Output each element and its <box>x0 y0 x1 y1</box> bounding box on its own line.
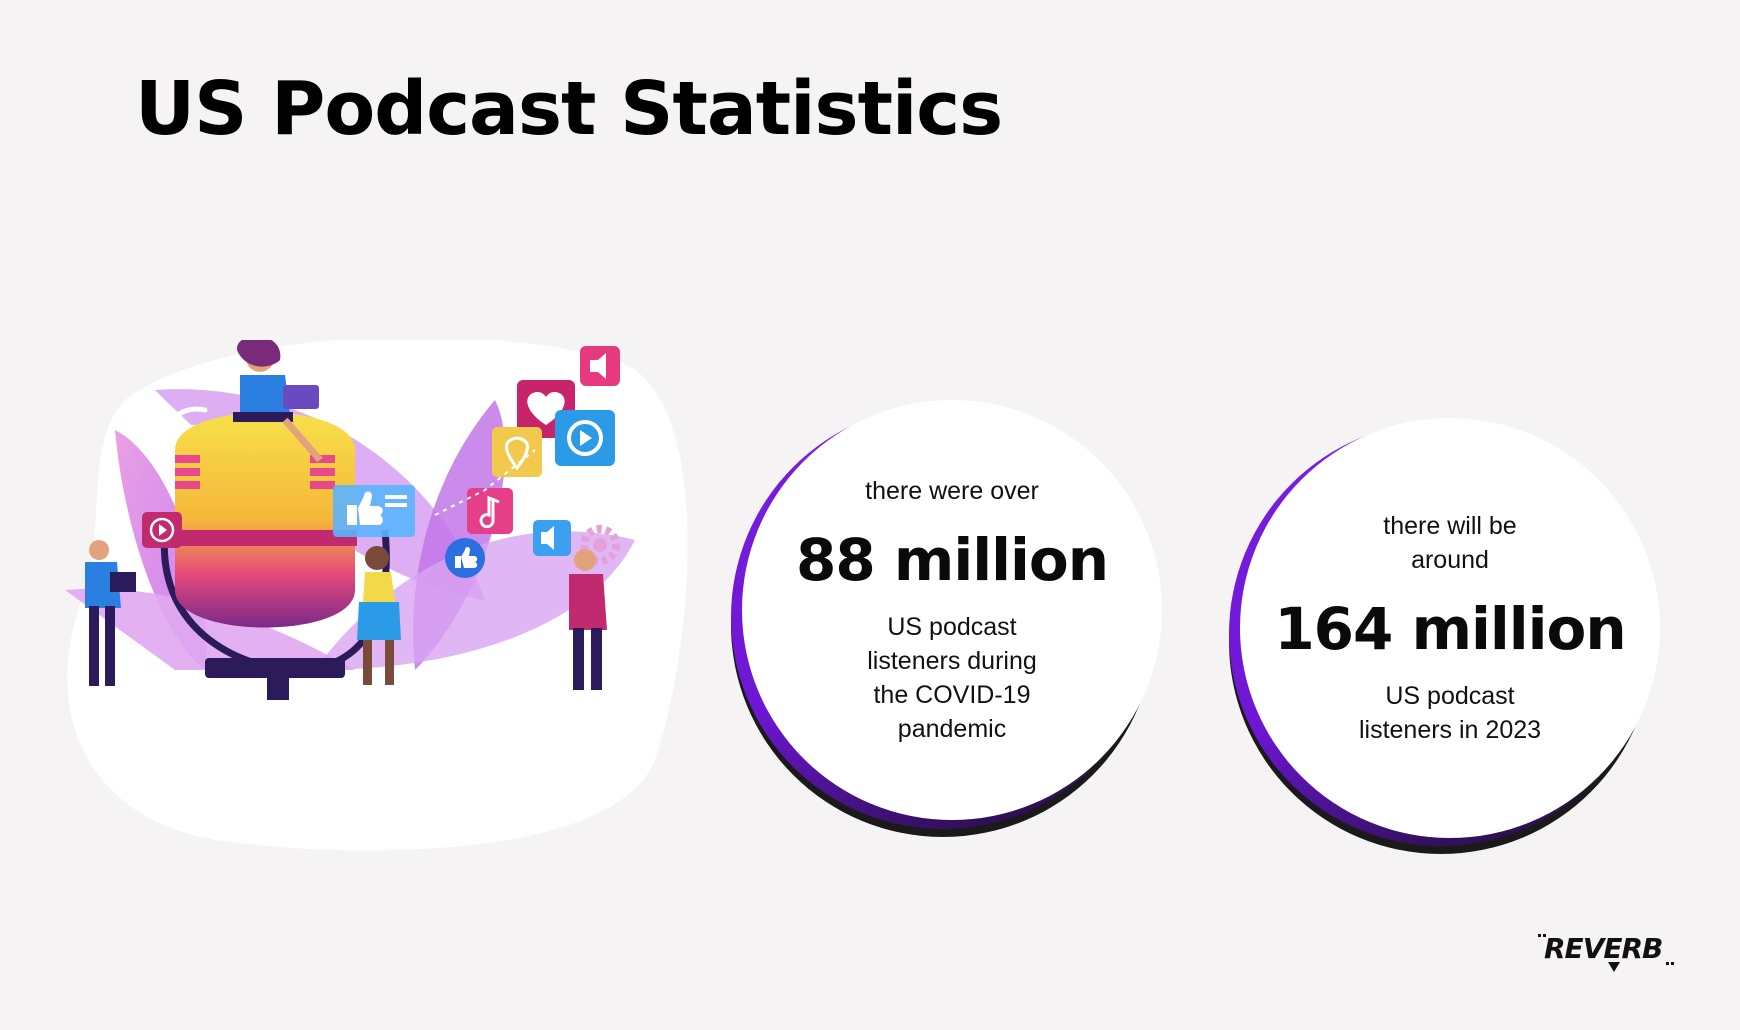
person-figure <box>233 340 323 463</box>
speaker-icon <box>580 346 620 386</box>
person-figure <box>85 540 136 686</box>
speaker-icon <box>533 520 571 556</box>
person-figure <box>357 546 401 685</box>
stat-post-text: US podcast listeners in 2023 <box>1358 682 1542 744</box>
microphone-icon <box>173 412 357 628</box>
person-figure <box>569 549 607 690</box>
reverb-logo: REVERB <box>1538 932 1674 972</box>
stat-pre-text: there will be around <box>1383 512 1517 574</box>
play-icon <box>142 512 182 548</box>
music-note-icon <box>467 488 513 534</box>
svg-text:REVERB: REVERB <box>1544 932 1662 965</box>
stat-circle-1: there were over 88 million US podcast li… <box>742 400 1162 820</box>
stat-pre-text: there were over <box>865 477 1039 505</box>
page-title: US Podcast Statistics <box>135 66 1003 152</box>
play-icon <box>555 410 615 466</box>
leaf-shape <box>65 588 355 670</box>
stat-circle-2: there will be around 164 million US podc… <box>1240 418 1660 838</box>
location-pin-icon <box>492 427 542 477</box>
stat-value: 88 million <box>796 526 1109 594</box>
stat-post-text: US podcast listeners during the COVID-19… <box>867 613 1037 743</box>
podcast-illustration <box>65 340 688 851</box>
gear-icon <box>580 525 620 565</box>
thumbs-up-icon <box>445 538 485 578</box>
thumbs-up-icon <box>333 485 415 537</box>
stat-value: 164 million <box>1274 595 1626 663</box>
